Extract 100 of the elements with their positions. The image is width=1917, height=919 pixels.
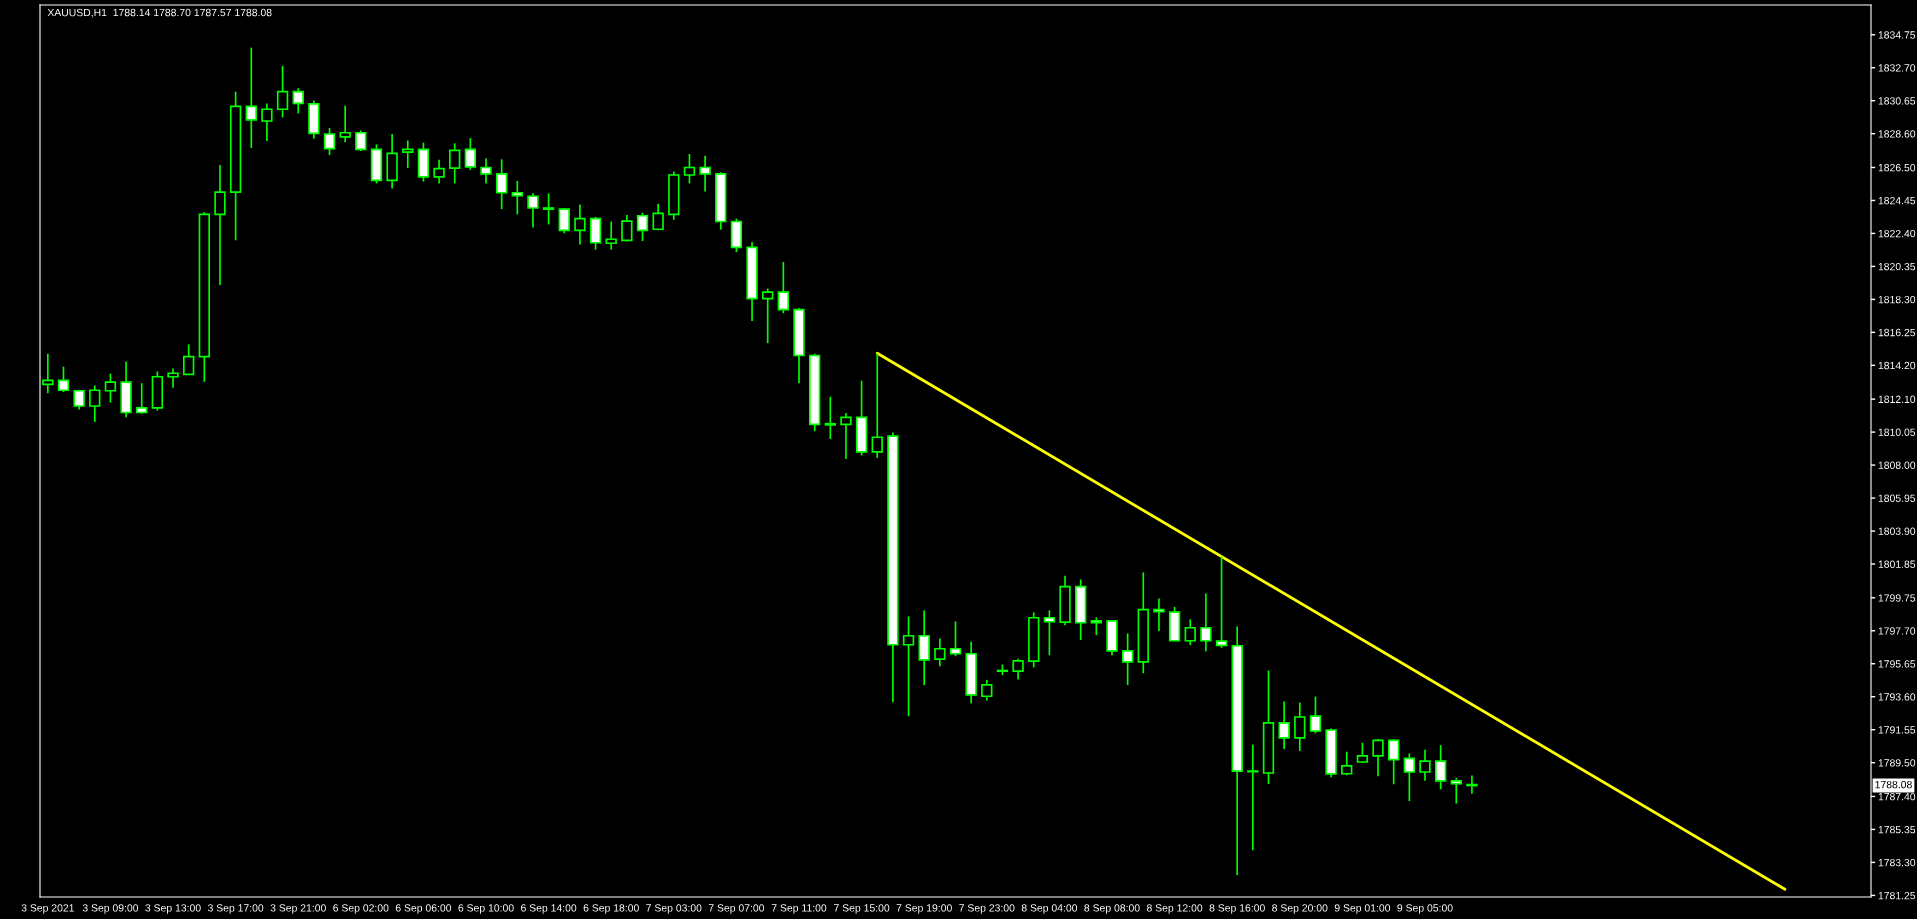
x-tick-label: 3 Sep 09:00: [82, 904, 139, 914]
y-tick-label: 1801.85: [1878, 560, 1916, 568]
candlestick: [636, 211, 649, 242]
x-tick-label: 3 Sep 21:00: [270, 904, 326, 914]
candlestick: [1294, 701, 1306, 752]
candlestick: [777, 261, 790, 315]
x-tick-label: 7 Sep 23:00: [959, 904, 1015, 914]
candlestick: [1215, 555, 1228, 649]
x-tick-label: 6 Sep 06:00: [395, 904, 452, 914]
x-tick-label: 8 Sep 04:00: [1021, 904, 1078, 914]
candlestick: [449, 142, 461, 185]
y-tick-label: 1785.35: [1878, 825, 1916, 834]
y-tick-label: 1830.65: [1878, 97, 1916, 105]
candlestick: [261, 102, 273, 142]
candlestick: [1309, 695, 1322, 735]
x-tick-label: 6 Sep 18:00: [583, 904, 639, 914]
y-tick-label: 1781.25: [1878, 891, 1916, 900]
candlestick: [574, 203, 586, 246]
candlestick: [323, 127, 336, 156]
y-tick-label: 1810.05: [1878, 428, 1916, 436]
x-tick-label: 9 Sep 05:00: [1397, 904, 1453, 914]
y-tick-label: 1818.30: [1878, 295, 1916, 304]
candlestick: [495, 158, 508, 210]
candlestick: [527, 192, 539, 229]
y-tick-label: 1834.75: [1878, 31, 1916, 39]
x-tick-label: 6 Sep 02:00: [333, 904, 389, 914]
y-tick-label: 1795.65: [1878, 660, 1916, 668]
candlestick: [1184, 618, 1196, 646]
chart-title: XAUUSD,H1 1788.14 1788.70 1787.57 1788.08: [47, 8, 272, 18]
candlestick: [511, 180, 523, 216]
candlestick: [934, 637, 946, 667]
x-tick-label: 7 Sep 19:00: [896, 904, 952, 914]
candlestick: [57, 365, 70, 393]
y-tick-label: 1797.70: [1878, 627, 1916, 635]
candlestick: [276, 64, 289, 119]
candlestick: [621, 214, 633, 243]
y-tick-label: 1805.95: [1878, 494, 1916, 502]
candlestick: [1434, 744, 1447, 791]
y-tick-label: 1812.10: [1878, 395, 1916, 403]
x-tick-label: 8 Sep 20:00: [1272, 904, 1328, 914]
candlestick: [840, 412, 852, 460]
candlestick: [699, 154, 711, 193]
y-tick-label: 1793.60: [1878, 693, 1916, 701]
candlestick: [464, 137, 477, 171]
candlestick: [1372, 738, 1384, 778]
y-tick-label: 1828.60: [1878, 130, 1916, 138]
x-tick-label: 8 Sep 16:00: [1209, 904, 1265, 914]
x-tick-label: 3 Sep 2021: [21, 904, 74, 914]
candlestick: [1121, 632, 1134, 686]
y-tick-label: 1820.35: [1878, 262, 1916, 271]
y-tick-label: 1826.50: [1878, 163, 1916, 172]
candlestick: [1012, 657, 1024, 681]
candlestick: [104, 372, 117, 404]
y-tick-label: 1787.40: [1878, 792, 1916, 801]
candlestick: [1403, 752, 1416, 802]
x-tick-label: 6 Sep 10:00: [458, 904, 514, 914]
y-tick-label: 1814.20: [1878, 361, 1916, 370]
candlestick: [1200, 592, 1212, 653]
candlestick: [433, 158, 445, 185]
x-tick-label: 8 Sep 12:00: [1146, 904, 1203, 914]
y-tick-label: 1832.70: [1878, 64, 1916, 72]
candlestick: [480, 157, 492, 185]
candlestick: [1388, 738, 1400, 786]
candlestick: [167, 367, 179, 389]
candlestick: [1419, 748, 1431, 782]
annotation: 1788.08: [1875, 780, 1912, 789]
candlestick: [824, 395, 836, 440]
y-tick-label: 1799.75: [1878, 594, 1916, 602]
candlestick: [1247, 743, 1259, 852]
candlestick: [652, 202, 664, 232]
candlestick: [1278, 700, 1290, 750]
candlestick: [245, 46, 257, 149]
candlestick: [762, 287, 774, 344]
y-tick-label: 1808.00: [1878, 461, 1916, 469]
x-tick-label: 7 Sep 07:00: [708, 904, 765, 914]
x-tick-label: 8 Sep 08:00: [1084, 904, 1140, 914]
y-tick-label: 1816.25: [1878, 328, 1916, 337]
candlestick: [355, 129, 367, 152]
candlestick: [605, 220, 617, 251]
x-tick-label: 7 Sep 11:00: [771, 904, 827, 914]
y-tick-label: 1824.45: [1878, 196, 1916, 205]
x-tick-label: 6 Sep 14:00: [521, 904, 577, 914]
y-tick-label: 1789.50: [1878, 759, 1916, 767]
x-tick-label: 9 Sep 01:00: [1334, 904, 1391, 914]
candlestick: [558, 207, 570, 235]
y-tick-label: 1822.40: [1878, 229, 1916, 238]
candlestick: [1043, 609, 1056, 657]
candlestick: [902, 615, 915, 718]
y-tick-label: 1791.55: [1878, 726, 1916, 734]
candlestick: [981, 678, 993, 702]
candlestick: [949, 620, 962, 658]
candlestick: [136, 382, 148, 415]
candlestick: [89, 384, 101, 423]
candlestick: [339, 104, 351, 144]
x-tick-label: 7 Sep 03:00: [646, 904, 702, 914]
y-tick-label: 1783.30: [1878, 858, 1916, 867]
candlestick: [214, 164, 226, 286]
x-tick-label: 3 Sep 17:00: [207, 904, 264, 914]
candlestick: [871, 352, 883, 459]
candlestick: [292, 87, 304, 115]
